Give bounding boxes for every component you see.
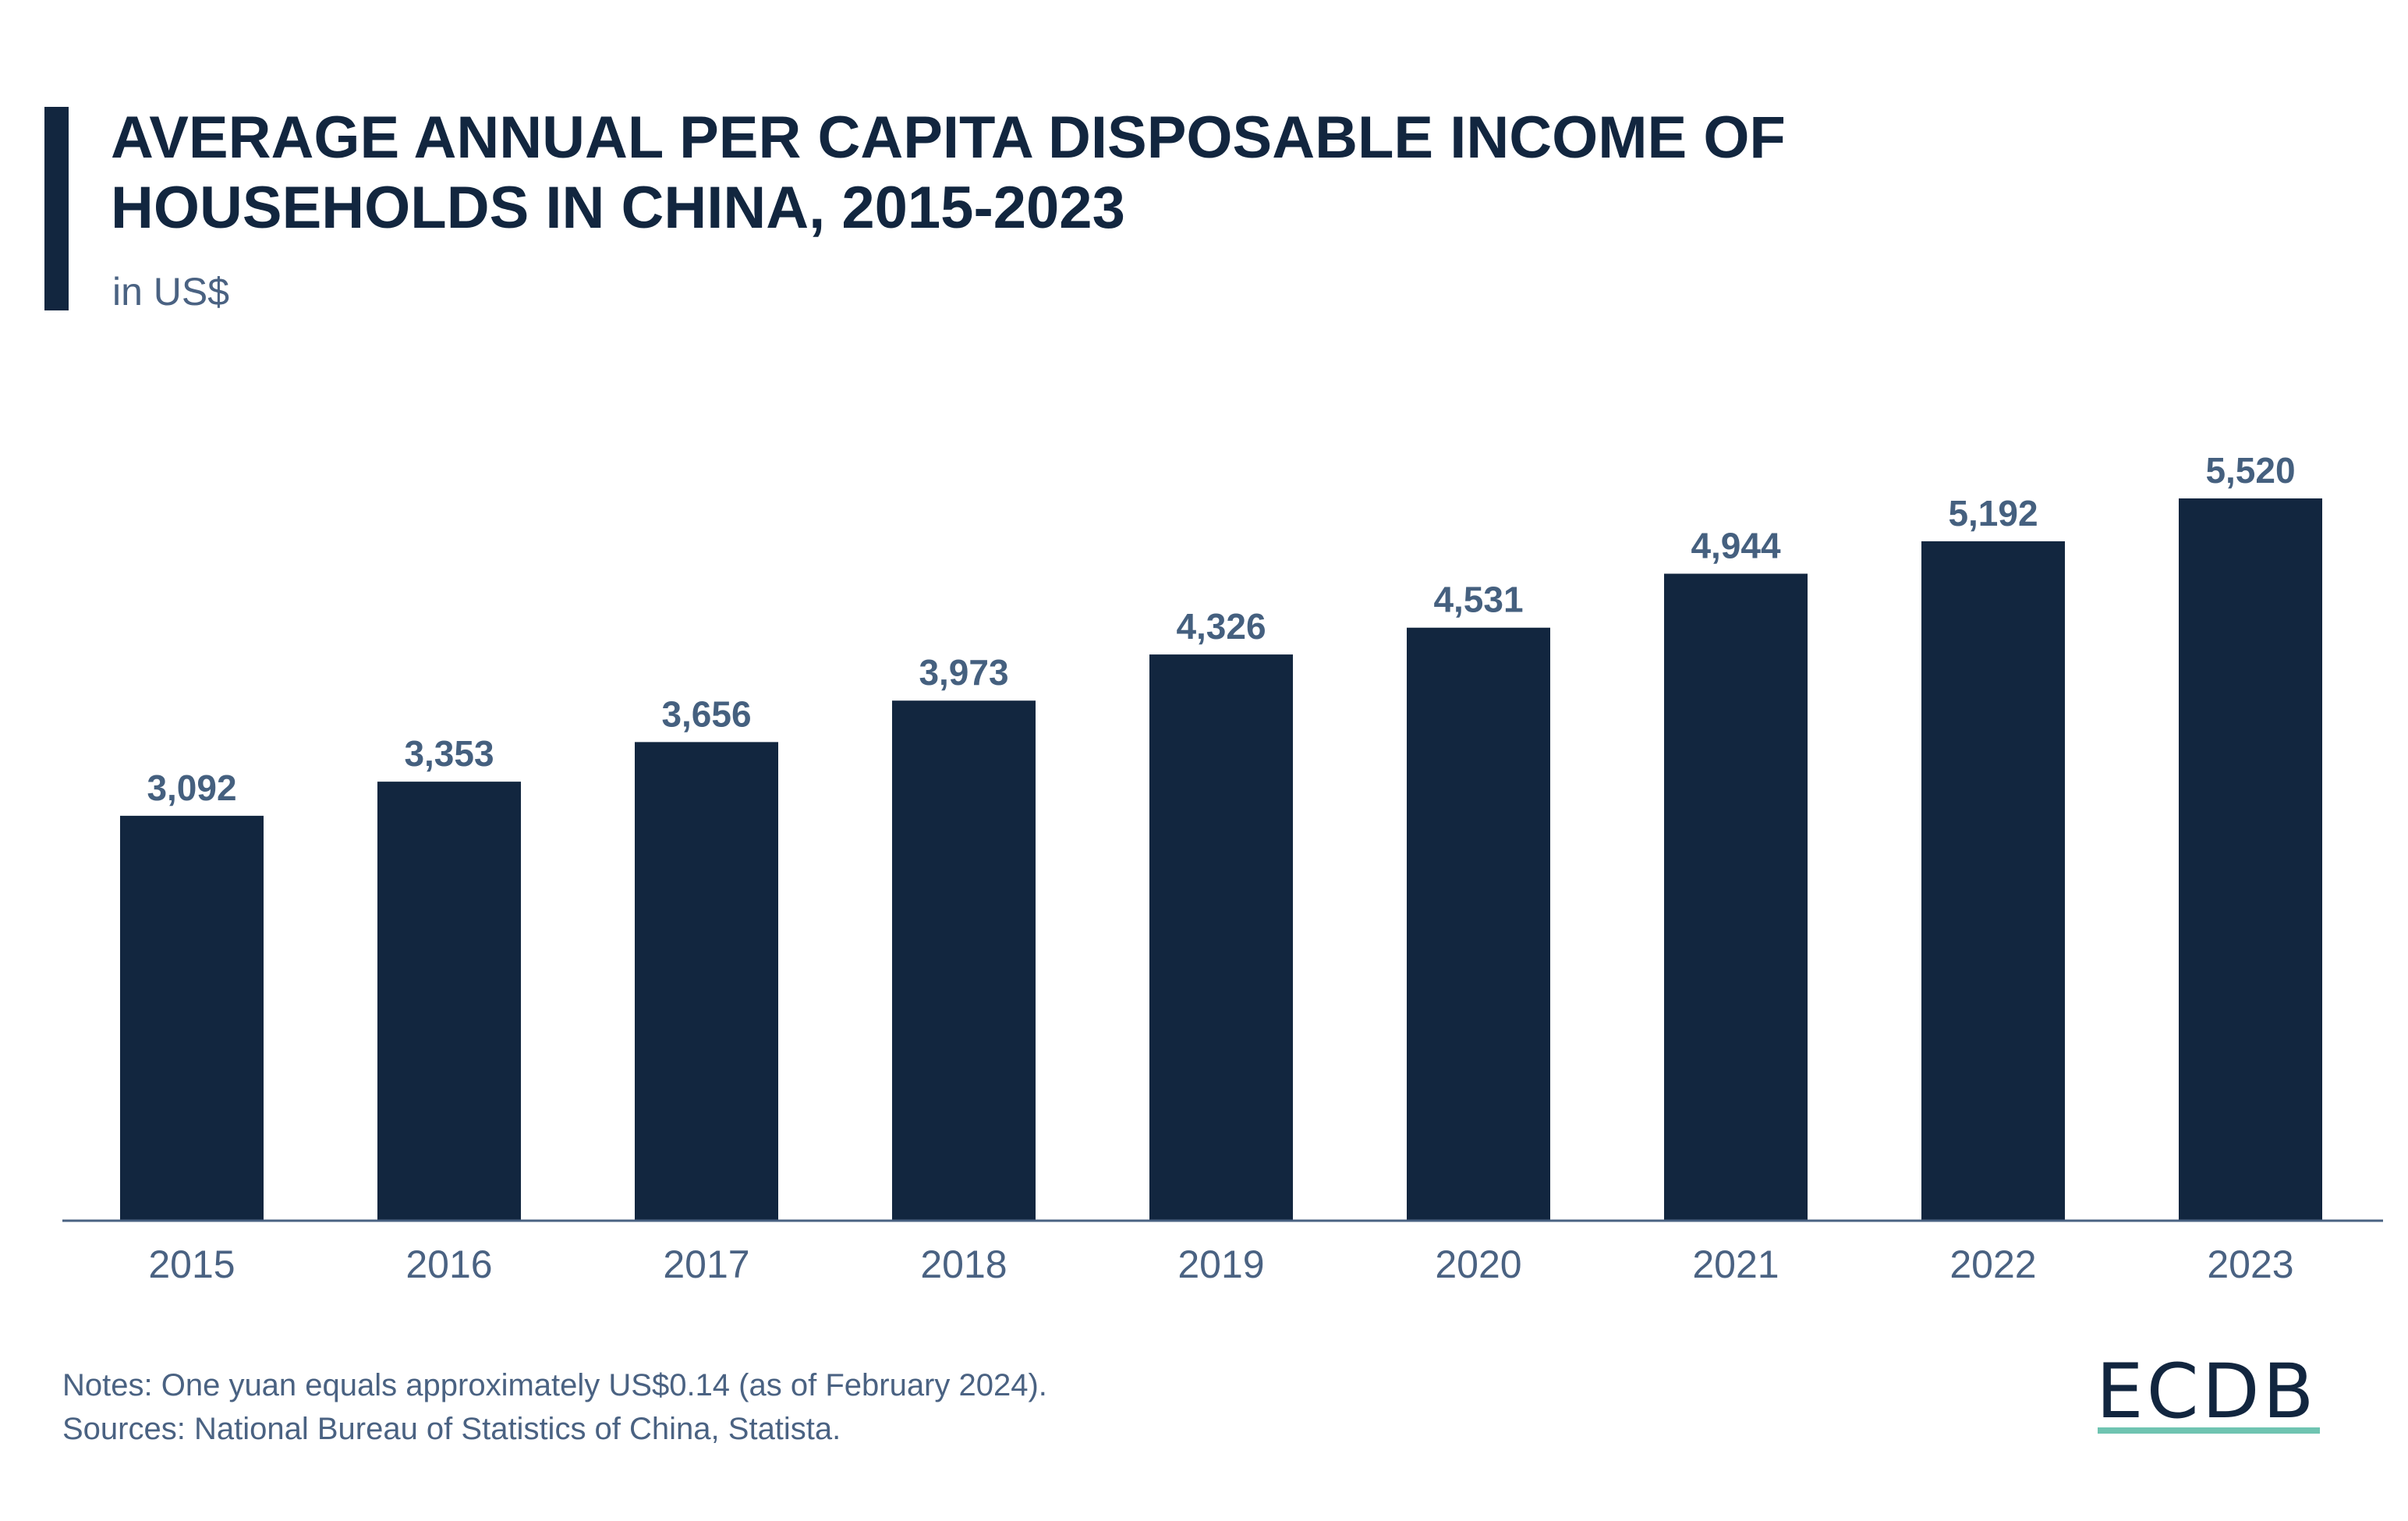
data-label-2022: 5,192 <box>1948 493 2038 534</box>
data-label-2019: 4,326 <box>1176 606 1266 647</box>
data-label-2020: 4,531 <box>1433 580 1523 620</box>
bar-2019 <box>1149 654 1293 1220</box>
x-tick-label-2017: 2017 <box>663 1243 749 1286</box>
data-label-2017: 3,656 <box>661 693 751 734</box>
x-tick-label-2022: 2022 <box>1949 1243 2036 1286</box>
bar-2015 <box>120 815 264 1220</box>
x-tick-label-2015: 2015 <box>148 1243 235 1286</box>
x-tick-label-2023: 2023 <box>2207 1243 2293 1286</box>
bar-2022 <box>1921 541 2065 1220</box>
title-line-1: AVERAGE ANNUAL PER CAPITA DISPOSABLE INC… <box>111 105 1786 171</box>
notes-text: Notes: One yuan equals approximately US$… <box>62 1368 1047 1402</box>
chart-title: AVERAGE ANNUAL PER CAPITA DISPOSABLE INC… <box>111 103 1786 243</box>
chart-subtitle: in US$ <box>112 270 230 314</box>
bar-2018 <box>892 700 1036 1220</box>
data-label-2015: 3,092 <box>147 768 236 808</box>
data-label-2018: 3,973 <box>919 652 1008 693</box>
x-tick-label-2020: 2020 <box>1435 1243 1521 1286</box>
data-label-2023: 5,520 <box>2205 450 2295 491</box>
data-label-2021: 4,944 <box>1691 526 1781 566</box>
x-tick-label-2019: 2019 <box>1177 1243 1264 1286</box>
bar-2020 <box>1407 627 1550 1220</box>
x-tick-label-2021: 2021 <box>1692 1243 1779 1286</box>
x-tick-label-2018: 2018 <box>920 1243 1007 1286</box>
title-line-2: HOUSEHOLDS IN CHINA, 2015-2023 <box>111 175 1125 241</box>
footer-notes: Notes: One yuan equals approximately US$… <box>62 1363 1047 1451</box>
bar-2017 <box>635 742 778 1220</box>
bar-2021 <box>1664 573 1808 1220</box>
data-label-2016: 3,353 <box>404 733 494 774</box>
logo-underline <box>2098 1427 2320 1434</box>
ecdb-logo: ECDB <box>2096 1348 2318 1435</box>
title-accent-bar <box>44 107 69 310</box>
sources-text: Sources: National Bureau of Statistics o… <box>62 1412 841 1446</box>
x-tick-label-2016: 2016 <box>405 1243 492 1286</box>
bar-2016 <box>377 782 521 1220</box>
bar-2023 <box>2179 498 2322 1220</box>
